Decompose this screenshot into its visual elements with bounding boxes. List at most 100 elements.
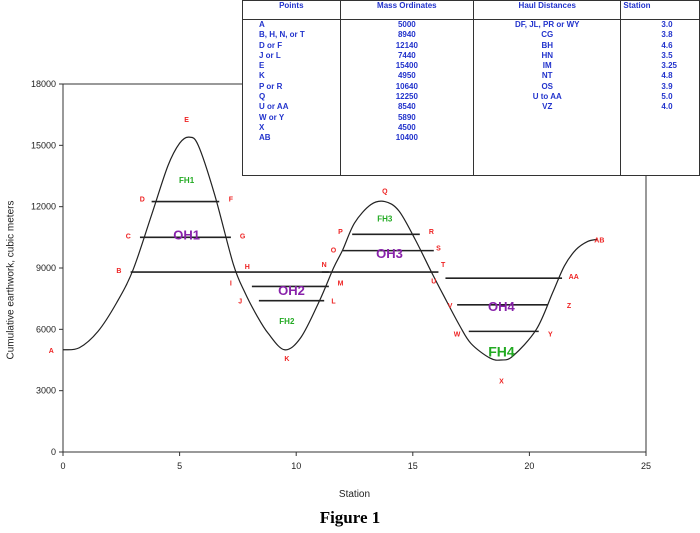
mass-ordinate-cell: 10400 [395,133,418,143]
point-cell: A [259,20,265,29]
mass-ordinate-cell: 12140 [395,40,418,50]
point-cell: P or R [259,81,283,91]
region-label: OH1 [173,228,200,243]
mass-ordinate-cell: 8940 [397,30,416,40]
point-label: T [441,262,446,269]
point-label: F [229,196,234,203]
x-tick-label: 20 [524,461,534,471]
point-label: Z [567,303,572,310]
x-axis-label: Station [339,489,370,500]
point-label: P [338,229,343,236]
x-tick-label: 5 [177,461,182,471]
haul-cell: U to AA [532,92,562,102]
mass-ordinate-cell: 5000 [397,20,416,29]
point-cell: Q [259,92,266,102]
haul-distances-column: DF, JL, PR or WY CG BH HN IM NT OS U to AA VZ [473,19,622,176]
mass-curve-line [62,136,598,361]
point-label: Q [382,188,388,195]
haul-cell: NT [541,71,553,81]
figure-caption: Figure 1 [319,508,381,527]
point-label: G [240,233,246,240]
mass-ordinate-cell: 4950 [397,71,416,81]
point-cell: AB [259,133,271,143]
station-cell: 3.9 [661,81,673,91]
point-label: S [436,246,441,253]
x-tick-label: 0 [60,461,65,471]
region-label: FH3 [377,215,393,224]
point-label: L [331,299,336,306]
point-cell: U or AA [259,102,289,112]
station-cell: 3.0 [661,20,673,29]
y-tick-label: 18000 [31,79,56,89]
point-label: C [126,233,131,240]
station-cell: 3.8 [661,30,673,40]
station-column: 3.0 3.8 4.6 3.5 3.25 4.8 3.9 5.0 4.0 [620,19,700,176]
mass-ordinate-cell: 15400 [395,61,418,71]
point-label: R [429,229,434,236]
point-label: U [431,278,436,285]
point-label: J [238,299,242,306]
mass-ordinates-column: 5000 8940 12140 7440 15400 4950 10640 12250 8540… [339,19,475,176]
region-label: FH4 [488,343,515,359]
x-tick-label: 25 [641,461,651,471]
point-cell: B, H, N, or T [259,30,305,40]
haul-cell: OS [541,81,554,91]
point-label: O [331,248,337,255]
haul-cell: CG [541,30,554,40]
region-label: FH2 [279,317,295,326]
point-label: E [184,117,189,124]
mass-ordinate-cell: 10640 [395,81,418,91]
region-label: FH1 [179,176,195,185]
point-label: AB [594,237,604,244]
mass-ordinate-cell: 8540 [397,102,416,112]
point-label: I [230,280,232,287]
mass-ordinate-cell: 5890 [397,112,416,122]
point-label: K [284,356,289,363]
mass-ordinate-cell: 12250 [395,92,418,102]
point-label: V [448,303,453,310]
point-cell: K [259,71,265,81]
x-tick-label: 10 [291,461,301,471]
station-cell: 3.25 [661,61,677,71]
table-header-row: Points Mass Ordinates Haul Distances Sta… [242,0,700,20]
header-station: Station [620,0,700,20]
point-cell: J or L [259,50,281,60]
header-haul-distances: Haul Distances [473,0,622,20]
haul-cell: DF, JL, PR or WY [515,20,580,29]
point-label: B [116,268,121,275]
station-cell: 4.6 [661,40,673,50]
point-label: Y [548,331,553,338]
station-cell: 4.0 [661,102,673,112]
point-cell: E [259,61,265,71]
y-tick-label: 0 [51,447,56,457]
haul-cell: BH [541,40,554,50]
y-tick-label: 6000 [36,324,56,334]
region-label: OH4 [488,299,516,314]
x-tick-label: 15 [408,461,418,471]
mass-ordinate-cell: 7440 [397,50,416,60]
station-cell: 4.8 [661,71,673,81]
point-label: AA [569,274,579,281]
point-cell: D or F [259,40,283,50]
region-label: OH2 [278,283,305,298]
point-label: H [245,264,250,271]
station-cell: 3.5 [661,50,673,60]
point-cell: W or Y [259,112,285,122]
haul-cell: HN [541,50,554,60]
y-axis-label: Cumulative earthwork, cubic meters [5,200,17,360]
header-points: Points [242,0,341,20]
point-label: M [338,280,344,287]
station-cell: 5.0 [661,92,673,102]
haul-cell: IM [542,61,552,71]
mass-ordinate-cell: 4500 [397,122,416,132]
point-label: D [140,196,145,203]
y-tick-label: 9000 [36,263,56,273]
y-tick-label: 12000 [31,202,56,212]
y-tick-label: 3000 [36,386,56,396]
haul-cell: VZ [542,102,553,112]
point-label: X [499,378,504,385]
y-tick-label: 15000 [31,140,56,150]
